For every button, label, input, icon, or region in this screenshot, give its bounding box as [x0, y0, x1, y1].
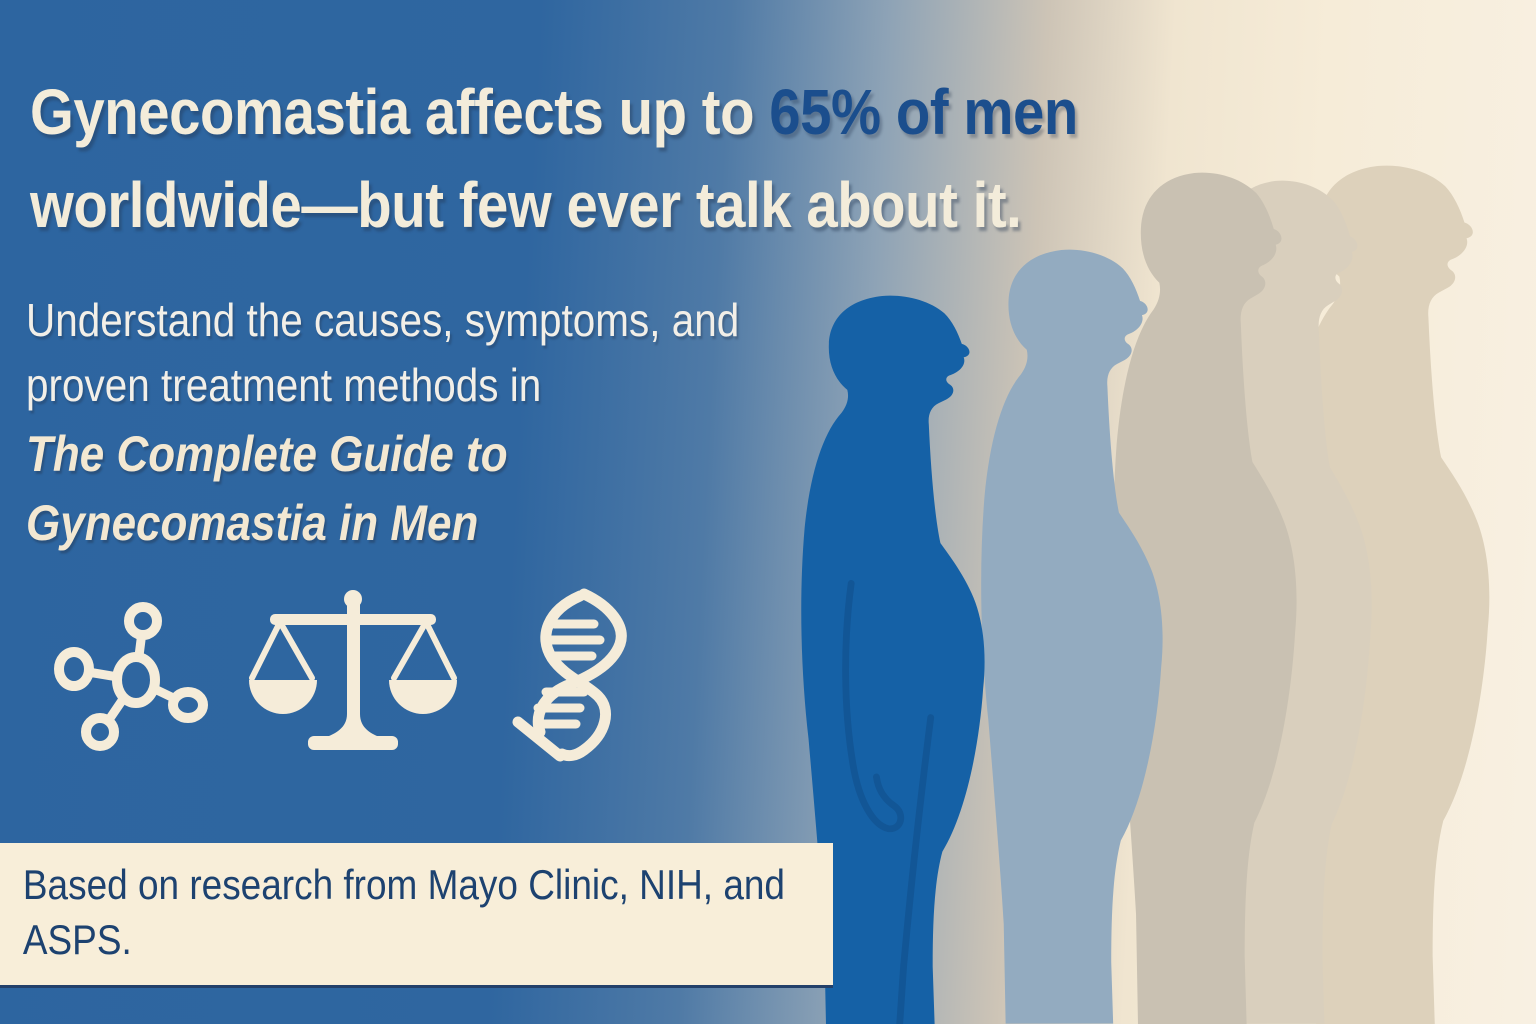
intro-line2: proven treatment methods in: [26, 359, 542, 412]
headline-line1: Gynecomastia affects up to 65% of men: [30, 66, 1078, 159]
book-title-line2: Gynecomastia in Men: [26, 495, 479, 551]
source-note-line1: Based on research from Mayo Clinic, NIH,…: [22, 861, 785, 908]
headline: Gynecomastia affects up to 65% of men wo…: [30, 66, 1078, 252]
source-note-line2: ASPS.: [22, 916, 132, 964]
intro-text: Understand the causes, symptoms, and pro…: [26, 288, 739, 419]
book-title-line1: The Complete Guide to: [26, 426, 508, 482]
molecule-icon: [54, 602, 208, 751]
headline-line2: worldwide—but few ever talk about it.: [30, 168, 1022, 241]
man-silhouette-1: [801, 295, 985, 1024]
intro-line1: Understand the causes, symptoms, and: [26, 294, 740, 346]
dna-helix-icon: [512, 588, 627, 762]
headline-stat: 65% of men: [769, 76, 1078, 148]
balance-scale-icon: [249, 590, 457, 750]
source-note: Based on research from Mayo Clinic, NIH,…: [0, 843, 785, 968]
source-bar: Based on research from Mayo Clinic, NIH,…: [0, 843, 833, 988]
figure-shading-lines: [842, 580, 935, 1024]
book-title: The Complete Guide to Gynecomastia in Me…: [26, 420, 508, 558]
headline-text: Gynecomastia affects up to: [30, 76, 770, 148]
